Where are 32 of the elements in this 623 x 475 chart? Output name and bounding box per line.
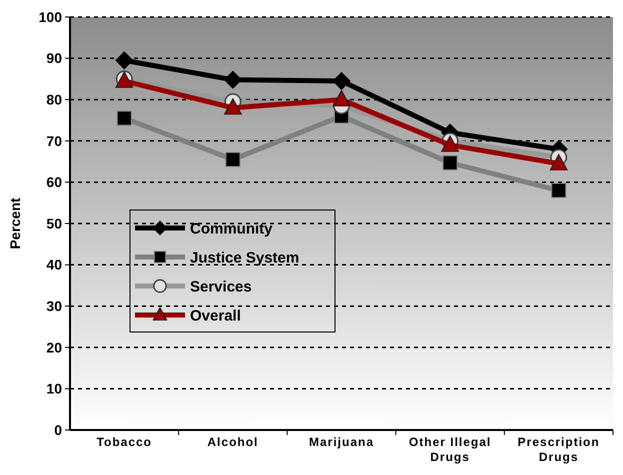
- y-tick-label: 40: [46, 256, 62, 273]
- y-tick-label: 0: [54, 422, 62, 438]
- y-tick-label: 30: [46, 298, 62, 314]
- y-tick-label: 50: [46, 215, 62, 232]
- legend-label: Justice System: [190, 249, 300, 266]
- x-tick-label: Marijuana: [308, 435, 374, 449]
- y-tick-label: 60: [46, 174, 62, 190]
- point: [441, 135, 459, 152]
- point: [332, 72, 350, 90]
- point: [442, 155, 458, 170]
- y-tick-label: 90: [46, 50, 62, 66]
- y-tick-label: 70: [46, 132, 62, 149]
- point: [225, 152, 240, 167]
- point: [115, 51, 134, 70]
- point: [550, 154, 568, 170]
- x-tick-label: Tobacco: [96, 435, 152, 449]
- legend-label: Community: [190, 220, 274, 238]
- x-tick-label: Other Illegal Drugs: [408, 435, 492, 464]
- x-tick-label: Alcohol: [207, 435, 258, 449]
- point: [116, 110, 132, 126]
- point: [224, 98, 242, 115]
- legend-label: Overall: [190, 307, 241, 324]
- y-tick-label: 20: [46, 339, 62, 356]
- y-tick-label: 80: [46, 92, 62, 108]
- y-axis-title: Percent: [7, 197, 23, 250]
- point: [551, 182, 566, 198]
- point: [224, 70, 242, 89]
- legend-label: Services: [190, 278, 252, 296]
- y-tick-label: 10: [46, 380, 62, 397]
- point: [332, 90, 350, 106]
- y-tick-label: 100: [38, 8, 62, 25]
- x-tick-label: Prescription Drugs: [518, 435, 600, 464]
